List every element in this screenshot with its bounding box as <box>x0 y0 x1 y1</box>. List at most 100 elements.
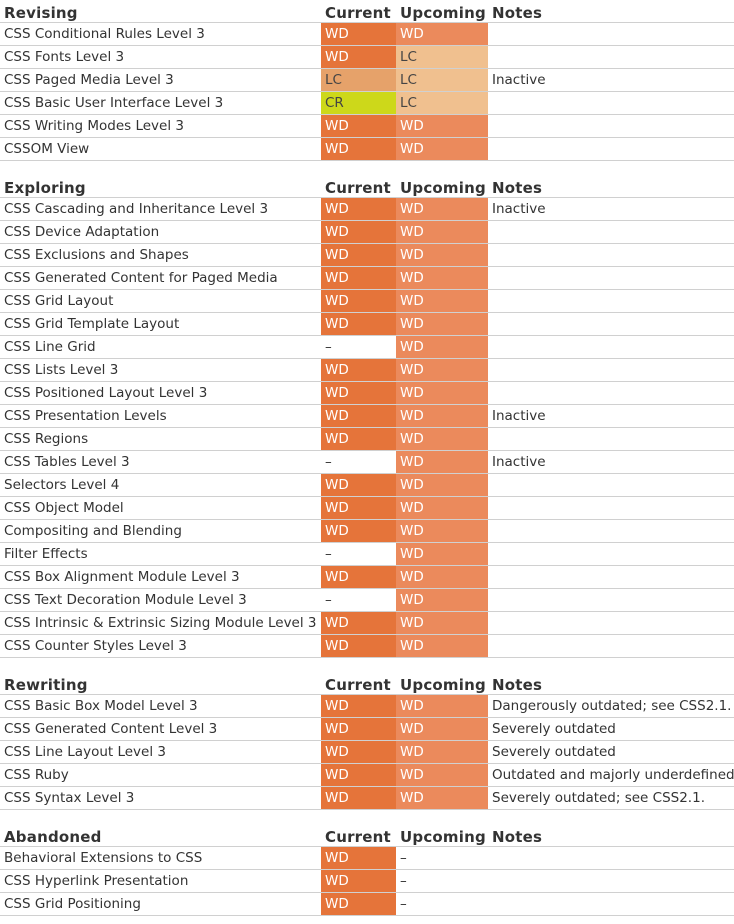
notes <box>488 846 734 870</box>
spec-name: CSS Positioned Layout Level 3 <box>0 381 321 405</box>
table-row: CSS Writing Modes Level 3 WD WD <box>0 114 734 138</box>
spacer-cell <box>0 810 734 825</box>
section-spacer <box>0 161 734 176</box>
table-row: CSS Line Grid – WD <box>0 335 734 359</box>
notes: Severely outdated <box>488 717 734 741</box>
current-status: – <box>321 588 396 612</box>
upcoming-status: WD <box>396 427 488 451</box>
upcoming-status: – <box>396 892 488 916</box>
column-header-notes: Notes <box>488 0 734 23</box>
current-status: WD <box>321 114 396 138</box>
current-status: WD <box>321 634 396 658</box>
spec-name: Behavioral Extensions to CSS <box>0 846 321 870</box>
spec-name: CSS Fonts Level 3 <box>0 45 321 69</box>
table-row: CSS Presentation Levels WD WD Inactive <box>0 404 734 428</box>
spec-name: CSS Hyperlink Presentation <box>0 869 321 893</box>
current-status: WD <box>321 45 396 69</box>
current-status: WD <box>321 786 396 810</box>
current-status: – <box>321 450 396 474</box>
column-header-current: Current <box>321 0 396 23</box>
notes <box>488 634 734 658</box>
upcoming-status: WD <box>396 450 488 474</box>
upcoming-status: WD <box>396 740 488 764</box>
spec-name: CSS Generated Content for Paged Media <box>0 266 321 290</box>
current-status: WD <box>321 22 396 46</box>
upcoming-status: WD <box>396 312 488 336</box>
notes <box>488 892 734 916</box>
notes: Inactive <box>488 197 734 221</box>
notes: Inactive <box>488 404 734 428</box>
table-row: CSS Exclusions and Shapes WD WD <box>0 243 734 267</box>
spec-name: CSSOM View <box>0 137 321 161</box>
section-header-row: Revising Current Upcoming Notes <box>0 0 734 23</box>
current-status: WD <box>321 892 396 916</box>
current-status: WD <box>321 519 396 543</box>
current-status: CR <box>321 91 396 115</box>
notes <box>488 496 734 520</box>
upcoming-status: WD <box>396 404 488 428</box>
upcoming-status: WD <box>396 542 488 566</box>
notes <box>488 243 734 267</box>
upcoming-status: – <box>396 846 488 870</box>
notes <box>488 266 734 290</box>
table-row: CSS Conditional Rules Level 3 WD WD <box>0 22 734 46</box>
table-row: CSS Ruby WD WD Outdated and majorly underde… <box>0 763 734 787</box>
notes <box>488 427 734 451</box>
section-header-row: Abandoned Current Upcoming Notes <box>0 824 734 847</box>
notes <box>488 869 734 893</box>
upcoming-status: LC <box>396 91 488 115</box>
notes <box>488 137 734 161</box>
spec-name: CSS Intrinsic & Extrinsic Sizing Module … <box>0 611 321 635</box>
notes <box>488 358 734 382</box>
spec-name: CSS Regions <box>0 427 321 451</box>
table-row: CSS Grid Layout WD WD <box>0 289 734 313</box>
upcoming-status: WD <box>396 565 488 589</box>
upcoming-status: – <box>396 869 488 893</box>
table-row: CSS Generated Content for Paged Media WD W… <box>0 266 734 290</box>
table-row: CSS Device Adaptation WD WD <box>0 220 734 244</box>
column-header-current: Current <box>321 672 396 695</box>
column-header-upcoming: Upcoming <box>396 672 488 695</box>
spec-name: CSS Line Grid <box>0 335 321 359</box>
spec-name: Filter Effects <box>0 542 321 566</box>
spacer-cell <box>0 658 734 673</box>
spec-name: CSS Writing Modes Level 3 <box>0 114 321 138</box>
current-status: WD <box>321 427 396 451</box>
spec-name: CSS Lists Level 3 <box>0 358 321 382</box>
current-status: WD <box>321 266 396 290</box>
spec-name: CSS Conditional Rules Level 3 <box>0 22 321 46</box>
notes <box>488 312 734 336</box>
column-header-upcoming: Upcoming <box>396 175 488 198</box>
spec-name: Selectors Level 4 <box>0 473 321 497</box>
upcoming-status: WD <box>396 473 488 497</box>
section-spacer <box>0 810 734 825</box>
column-header-notes: Notes <box>488 672 734 695</box>
spec-name: CSS Grid Layout <box>0 289 321 313</box>
spec-name: CSS Line Layout Level 3 <box>0 740 321 764</box>
notes: Severely outdated; see CSS2.1. <box>488 786 734 810</box>
spec-name: CSS Syntax Level 3 <box>0 786 321 810</box>
notes: Severely outdated <box>488 740 734 764</box>
current-status: – <box>321 335 396 359</box>
spec-name: CSS Grid Positioning <box>0 892 321 916</box>
table-row: CSS Tables Level 3– WD Inactive <box>0 450 734 474</box>
upcoming-status: WD <box>396 266 488 290</box>
current-status: WD <box>321 611 396 635</box>
spec-name: Compositing and Blending <box>0 519 321 543</box>
table-row: Behavioral Extensions to CSS WD – <box>0 846 734 870</box>
table-row: CSS Positioned Layout Level 3 WD WD <box>0 381 734 405</box>
upcoming-status: WD <box>396 634 488 658</box>
upcoming-status: WD <box>396 137 488 161</box>
table-row: CSS Basic Box Model Level 3 WD WD Dangerous… <box>0 694 734 718</box>
table-row: CSS Basic User Interface Level 3 CR LC <box>0 91 734 115</box>
upcoming-status: WD <box>396 717 488 741</box>
upcoming-status: WD <box>396 763 488 787</box>
current-status: WD <box>321 381 396 405</box>
spec-name: CSS Counter Styles Level 3 <box>0 634 321 658</box>
notes <box>488 335 734 359</box>
upcoming-status: LC <box>396 68 488 92</box>
current-status: WD <box>321 289 396 313</box>
notes <box>488 22 734 46</box>
notes <box>488 611 734 635</box>
